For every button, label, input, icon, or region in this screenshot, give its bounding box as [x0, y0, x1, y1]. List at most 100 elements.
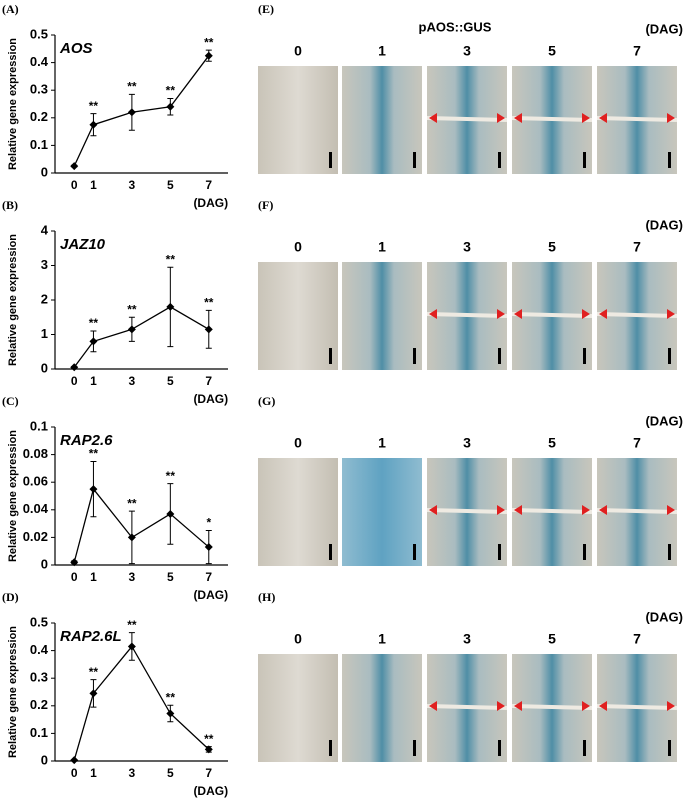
point [89, 337, 98, 346]
graft-junction [511, 116, 593, 122]
point [127, 533, 136, 542]
y-tick-label: 0.3 [30, 670, 48, 685]
axis-label: Relative gene expression [7, 234, 19, 366]
arrowhead [667, 309, 675, 319]
column-label: 5 [548, 239, 556, 255]
y-tick-label: 0.2 [30, 697, 48, 712]
scale-bar [329, 152, 332, 168]
graft-junction [596, 312, 678, 318]
graft-junction [596, 508, 678, 514]
significance: ** [166, 469, 176, 483]
x-axis-label: (DAG) [193, 784, 228, 798]
micrograph [258, 654, 338, 762]
point [166, 302, 175, 311]
y-tick-label: 0.04 [23, 501, 49, 516]
arrowhead [599, 701, 607, 711]
scale-bar [498, 348, 501, 364]
y-tick-label: 0 [41, 556, 48, 571]
significance: ** [89, 316, 99, 330]
arrowhead [582, 505, 590, 515]
arrowhead [497, 309, 505, 319]
x-tick-label: 0 [71, 766, 78, 780]
panel-label: (D) [2, 590, 19, 604]
column-label: 3 [463, 43, 471, 59]
column-label: 0 [294, 435, 302, 451]
significance: ** [166, 690, 176, 704]
column-label: 3 [463, 435, 471, 451]
line [73, 645, 210, 761]
significance: ** [89, 447, 99, 461]
micrograph [258, 66, 338, 174]
panel-label: (E) [258, 2, 274, 16]
y-tick-label: 0.4 [30, 642, 49, 657]
gene-name: RAP2.6L [60, 628, 122, 645]
y-tick-label: 0 [41, 164, 48, 179]
arrowhead [599, 505, 607, 515]
scale-bar [583, 740, 586, 756]
scale-bar [668, 348, 671, 364]
y-tick-label: 0.5 [30, 26, 48, 41]
column-label: 7 [633, 43, 641, 59]
micrograph [258, 458, 338, 566]
x-tick-label: 1 [90, 570, 97, 584]
y-tick-label: 3 [41, 257, 48, 272]
graft-junction [426, 508, 508, 514]
significance: ** [166, 252, 176, 266]
micrograph [258, 262, 338, 370]
significance: ** [127, 496, 137, 510]
column-label: 3 [463, 239, 471, 255]
point [70, 363, 79, 372]
x-tick-label: 1 [90, 374, 97, 388]
point [70, 558, 79, 567]
arrowhead [429, 701, 437, 711]
scale-bar [413, 740, 416, 756]
arrowhead [429, 505, 437, 515]
micrograph [342, 654, 422, 762]
scale-bar [583, 544, 586, 560]
y-tick-label: 4 [41, 222, 49, 237]
graft-junction [426, 312, 508, 318]
unit-label: (DAG) [645, 217, 683, 232]
x-tick-label: 1 [90, 178, 97, 192]
x-tick-label: 5 [167, 178, 174, 192]
significance: ** [127, 80, 137, 94]
arrowhead [514, 701, 522, 711]
x-axis-label: (DAG) [193, 196, 228, 210]
y-tick-label: 0.1 [30, 137, 48, 152]
micrograph [342, 262, 422, 370]
graft-junction [426, 116, 508, 122]
arrowhead [667, 113, 675, 123]
y-tick-label: 0.02 [23, 529, 48, 544]
arrowhead [582, 701, 590, 711]
column-label: 1 [378, 631, 386, 647]
column-label: 7 [633, 435, 641, 451]
x-tick-label: 0 [71, 178, 78, 192]
x-tick-label: 0 [71, 570, 78, 584]
axis-label: Relative gene expression [7, 38, 19, 170]
x-tick-label: 7 [205, 766, 212, 780]
arrowhead [667, 505, 675, 515]
column-label: 3 [463, 631, 471, 647]
graft-junction [596, 704, 678, 710]
arrowhead [497, 113, 505, 123]
point [204, 51, 213, 60]
panel-label: (G) [258, 394, 275, 408]
column-label: 1 [378, 43, 386, 59]
panel-label: (F) [258, 198, 273, 212]
graft-junction [426, 704, 508, 710]
axis-label: Relative gene expression [7, 626, 19, 758]
column-label: 1 [378, 435, 386, 451]
x-tick-label: 5 [167, 374, 174, 388]
column-label: 0 [294, 43, 302, 59]
point [166, 102, 175, 111]
significance: ** [127, 302, 137, 316]
significance: ** [89, 665, 99, 679]
point [204, 745, 213, 754]
point [127, 642, 136, 651]
point [127, 325, 136, 334]
x-tick-label: 0 [71, 374, 78, 388]
arrowhead [582, 113, 590, 123]
significance: ** [204, 296, 214, 310]
arrowhead [514, 505, 522, 515]
y-tick-label: 1 [41, 326, 48, 341]
